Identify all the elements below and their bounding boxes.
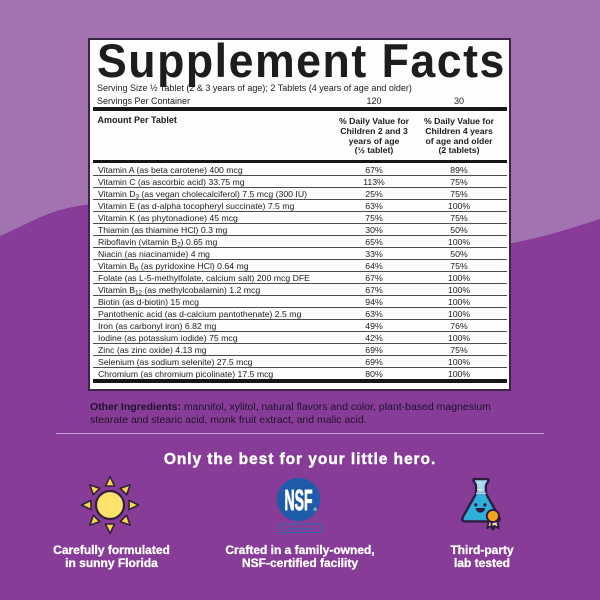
svg-text:NSF: NSF [285, 485, 313, 517]
svg-text:®: ® [314, 506, 318, 512]
svg-text:GMP Registered: GMP Registered [285, 527, 315, 531]
